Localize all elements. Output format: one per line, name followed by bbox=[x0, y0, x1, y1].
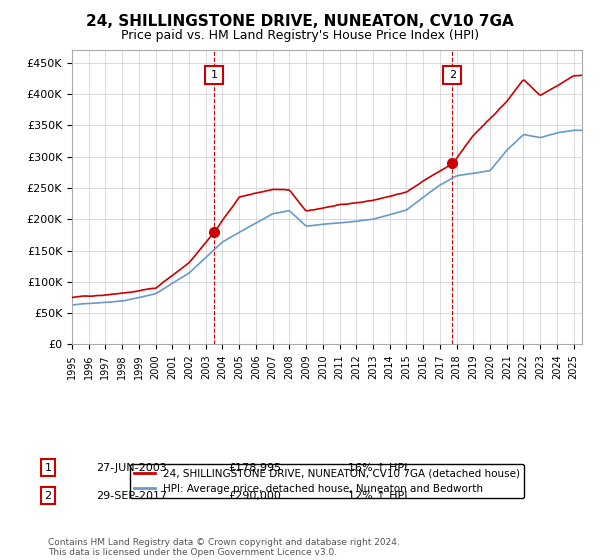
Text: 27-JUN-2003: 27-JUN-2003 bbox=[96, 463, 167, 473]
Text: £178,995: £178,995 bbox=[228, 463, 281, 473]
Text: 29-SEP-2017: 29-SEP-2017 bbox=[96, 491, 167, 501]
Text: 1: 1 bbox=[44, 463, 52, 473]
Text: 2: 2 bbox=[449, 71, 456, 81]
Text: Contains HM Land Registry data © Crown copyright and database right 2024.
This d: Contains HM Land Registry data © Crown c… bbox=[48, 538, 400, 557]
Legend: 24, SHILLINGSTONE DRIVE, NUNEATON, CV10 7GA (detached house), HPI: Average price: 24, SHILLINGSTONE DRIVE, NUNEATON, CV10 … bbox=[130, 464, 524, 498]
Text: 2: 2 bbox=[44, 491, 52, 501]
Text: Price paid vs. HM Land Registry's House Price Index (HPI): Price paid vs. HM Land Registry's House … bbox=[121, 29, 479, 42]
Text: 16% ↑ HPI: 16% ↑ HPI bbox=[348, 463, 407, 473]
Text: £290,000: £290,000 bbox=[228, 491, 281, 501]
Text: 12% ↑ HPI: 12% ↑ HPI bbox=[348, 491, 407, 501]
Text: 1: 1 bbox=[211, 71, 218, 81]
Text: 24, SHILLINGSTONE DRIVE, NUNEATON, CV10 7GA: 24, SHILLINGSTONE DRIVE, NUNEATON, CV10 … bbox=[86, 14, 514, 29]
